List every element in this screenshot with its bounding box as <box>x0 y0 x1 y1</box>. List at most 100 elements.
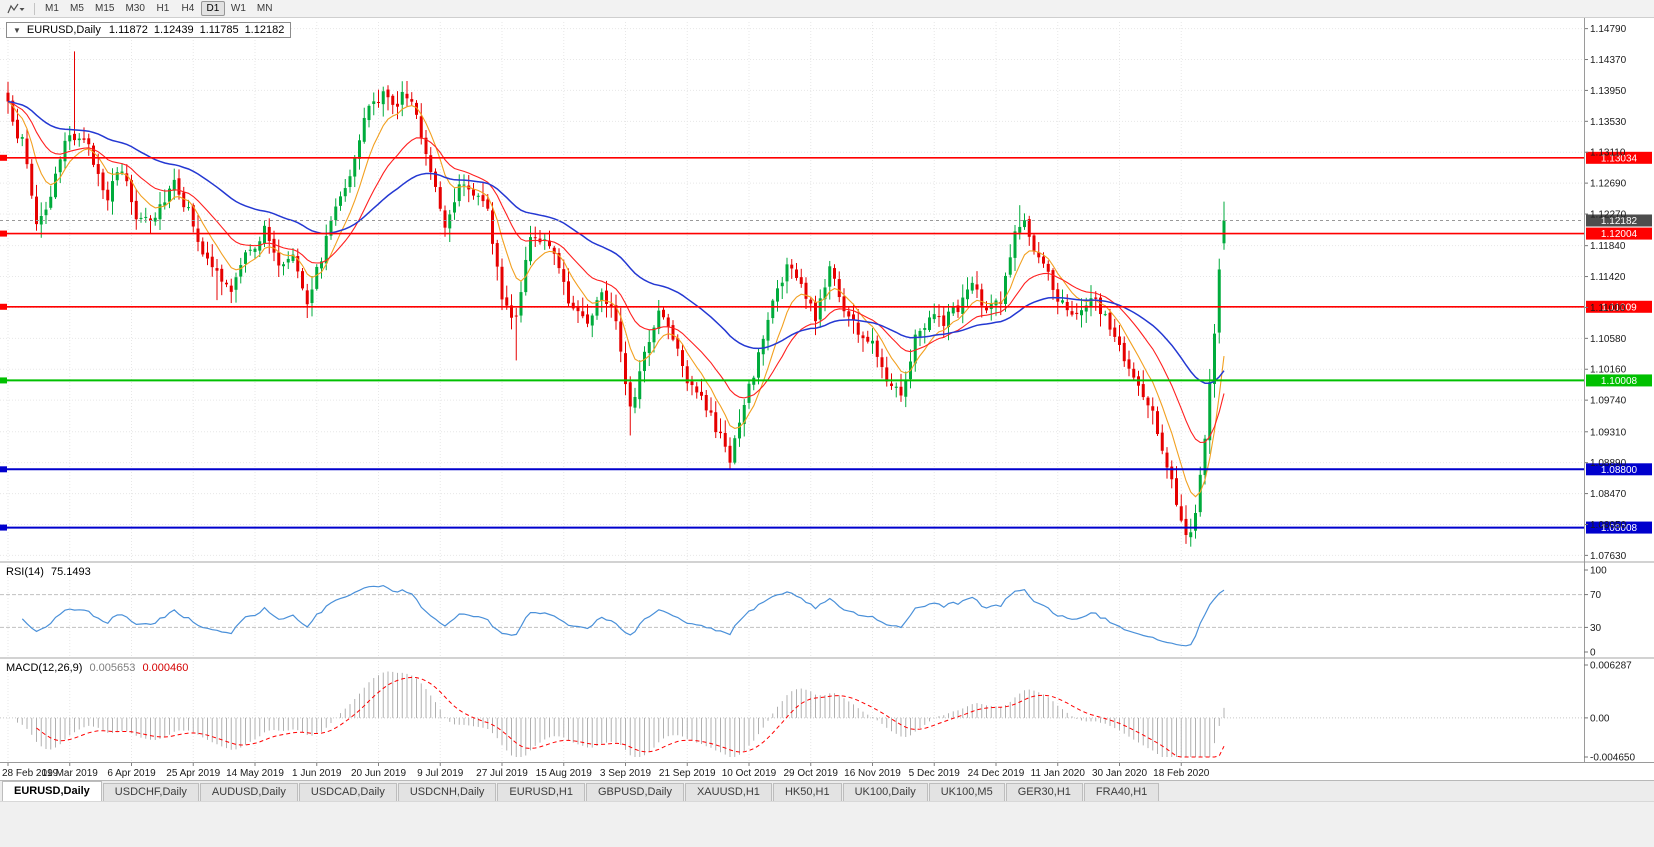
svg-text:0: 0 <box>1590 648 1596 659</box>
tab-uk100-daily[interactable]: UK100,Daily <box>842 783 928 801</box>
timeframe-m15[interactable]: M15 <box>90 1 119 16</box>
chart-window: 1.13034 1.12004 1.11009 1.10008 1.08800 1.080… <box>0 18 1654 762</box>
svg-text:1.13034: 1.13034 <box>1601 153 1638 164</box>
timeframe-d1[interactable]: D1 <box>200 1 225 16</box>
svg-text:1.11000: 1.11000 <box>1590 303 1626 314</box>
svg-text:1.12182: 1.12182 <box>1601 216 1638 227</box>
svg-text:30 Jan 2020: 30 Jan 2020 <box>1092 768 1147 779</box>
quote-close: 1.12182 <box>244 24 285 36</box>
rsi-panel: 100 70 30 0 <box>0 566 1607 659</box>
svg-text:15 Aug 2019: 15 Aug 2019 <box>536 768 593 779</box>
svg-text:1.09310: 1.09310 <box>1590 427 1627 438</box>
svg-text:1.11840: 1.11840 <box>1590 241 1626 252</box>
svg-text:100: 100 <box>1590 566 1607 577</box>
level-lines: 1.13034 1.12004 1.11009 1.10008 1.08800 1.080… <box>0 151 1652 534</box>
svg-text:0.00: 0.00 <box>1590 713 1610 724</box>
timeframe-h4[interactable]: H4 <box>176 1 200 16</box>
tab-fra40-h1[interactable]: FRA40,H1 <box>1083 783 1160 801</box>
macd-panel: 0.006287 0.00 -0.004650 <box>0 661 1635 763</box>
svg-text:30: 30 <box>1590 623 1602 634</box>
svg-text:18 Feb 2020: 18 Feb 2020 <box>1153 768 1210 779</box>
quote-high: 1.12439 <box>153 24 194 36</box>
quote-box: ▼ EURUSD,Daily 1.11872 1.12439 1.11785 1… <box>6 22 292 38</box>
svg-text:1.10580: 1.10580 <box>1590 334 1627 345</box>
macd-signal-value: 0.000460 <box>142 662 189 674</box>
svg-text:5 Dec 2019: 5 Dec 2019 <box>909 768 961 779</box>
timeframe-m1[interactable]: M1 <box>40 1 64 16</box>
tab-usdcnh-daily[interactable]: USDCNH,Daily <box>397 783 497 801</box>
svg-text:20 Jun 2019: 20 Jun 2019 <box>351 768 406 779</box>
svg-text:-0.004650: -0.004650 <box>1590 753 1635 763</box>
charts-canvas[interactable]: 1.13034 1.12004 1.11009 1.10008 1.08800 1.080… <box>0 18 1654 762</box>
svg-text:1 Jun 2019: 1 Jun 2019 <box>292 768 342 779</box>
svg-text:0.006287: 0.006287 <box>1590 661 1632 672</box>
svg-text:1.13950: 1.13950 <box>1590 86 1627 97</box>
svg-text:1.08470: 1.08470 <box>1590 489 1627 500</box>
one-click-trading-arrow[interactable]: ▼ <box>13 25 21 35</box>
chart-type-icon <box>7 3 25 13</box>
svg-text:25 Apr 2019: 25 Apr 2019 <box>166 768 220 779</box>
svg-text:1.14370: 1.14370 <box>1590 55 1627 66</box>
svg-text:6 Apr 2019: 6 Apr 2019 <box>107 768 156 779</box>
svg-text:1.09740: 1.09740 <box>1590 396 1627 407</box>
tab-usdchf-daily[interactable]: USDCHF,Daily <box>102 783 199 801</box>
tab-audusd-daily[interactable]: AUDUSD,Daily <box>199 783 298 801</box>
svg-text:21 Sep 2019: 21 Sep 2019 <box>659 768 716 779</box>
tab-usdcad-daily[interactable]: USDCAD,Daily <box>298 783 397 801</box>
rsi-name: RSI(14) <box>6 566 44 578</box>
rsi-label: RSI(14) 75.1493 <box>6 566 91 578</box>
svg-text:1.10008: 1.10008 <box>1601 376 1638 387</box>
status-area <box>0 801 1654 847</box>
svg-text:16 Nov 2019: 16 Nov 2019 <box>844 768 901 779</box>
chart-tabs-bar: EURUSD,Daily USDCHF,Daily AUDUSD,Daily USDC… <box>0 780 1654 801</box>
timeframe-toolbar: M1 M5 M15 M30 H1 H4 D1 W1 MN <box>0 0 1654 18</box>
tab-uk100-m5[interactable]: UK100,M5 <box>928 783 1005 801</box>
svg-text:19 Mar 2019: 19 Mar 2019 <box>42 768 99 779</box>
timeframe-w1[interactable]: W1 <box>226 1 251 16</box>
svg-text:3 Sep 2019: 3 Sep 2019 <box>600 768 652 779</box>
timeframe-h1[interactable]: H1 <box>151 1 175 16</box>
grid <box>0 22 1584 762</box>
chart-type-button[interactable] <box>3 1 29 17</box>
svg-text:10 Oct 2019: 10 Oct 2019 <box>722 768 777 779</box>
svg-text:28 Feb 2019: 28 Feb 2019 <box>2 768 59 779</box>
tab-hk50-h1[interactable]: HK50,H1 <box>772 783 842 801</box>
tab-eurusd-h1[interactable]: EURUSD,H1 <box>497 783 585 801</box>
svg-text:14 May 2019: 14 May 2019 <box>226 768 284 779</box>
tab-gbpusd-daily[interactable]: GBPUSD,Daily <box>586 783 684 801</box>
svg-text:1.08890: 1.08890 <box>1590 458 1627 469</box>
macd-label: MACD(12,26,9) 0.005653 0.000460 <box>6 662 188 674</box>
svg-text:1.08800: 1.08800 <box>1601 465 1638 476</box>
ma-20-line <box>7 100 1225 444</box>
svg-text:1.14790: 1.14790 <box>1590 24 1627 35</box>
svg-text:11 Jan 2020: 11 Jan 2020 <box>1031 768 1086 779</box>
quote-low: 1.11785 <box>199 24 239 36</box>
timeframe-m30[interactable]: M30 <box>120 1 149 16</box>
macd-main-value: 0.005653 <box>89 662 136 674</box>
svg-text:1.08008: 1.08008 <box>1601 523 1638 534</box>
svg-text:1.11420: 1.11420 <box>1590 272 1626 283</box>
svg-text:70: 70 <box>1590 590 1602 601</box>
svg-text:24 Dec 2019: 24 Dec 2019 <box>968 768 1025 779</box>
tab-eurusd-daily[interactable]: EURUSD,Daily <box>2 781 102 801</box>
timeframe-m5[interactable]: M5 <box>65 1 89 16</box>
svg-text:1.13530: 1.13530 <box>1590 117 1627 128</box>
svg-text:29 Oct 2019: 29 Oct 2019 <box>784 768 839 779</box>
svg-text:1.07630: 1.07630 <box>1590 551 1627 562</box>
svg-text:1.13110: 1.13110 <box>1590 148 1626 159</box>
current-price-line: 1.12182 <box>0 214 1652 227</box>
time-axis[interactable]: 28 Feb 2019 19 Mar 2019 6 Apr 2019 25 Apr 2… <box>0 762 1654 780</box>
svg-text:1.12690: 1.12690 <box>1590 179 1627 190</box>
svg-text:1.11009: 1.11009 <box>1601 302 1637 313</box>
toolbar-separator <box>34 2 35 15</box>
macd-name: MACD(12,26,9) <box>6 662 83 674</box>
ma-50-line <box>7 100 1225 384</box>
timeframe-buttons: M1 M5 M15 M30 H1 H4 D1 W1 MN <box>40 1 277 16</box>
svg-text:9 Jul 2019: 9 Jul 2019 <box>417 768 464 779</box>
timeframe-mn[interactable]: MN <box>252 1 278 16</box>
quote-symbol: EURUSD,Daily <box>26 24 101 36</box>
tab-xauusd-h1[interactable]: XAUUSD,H1 <box>684 783 772 801</box>
svg-text:1.12004: 1.12004 <box>1601 229 1638 240</box>
tab-ger30-h1[interactable]: GER30,H1 <box>1005 783 1083 801</box>
